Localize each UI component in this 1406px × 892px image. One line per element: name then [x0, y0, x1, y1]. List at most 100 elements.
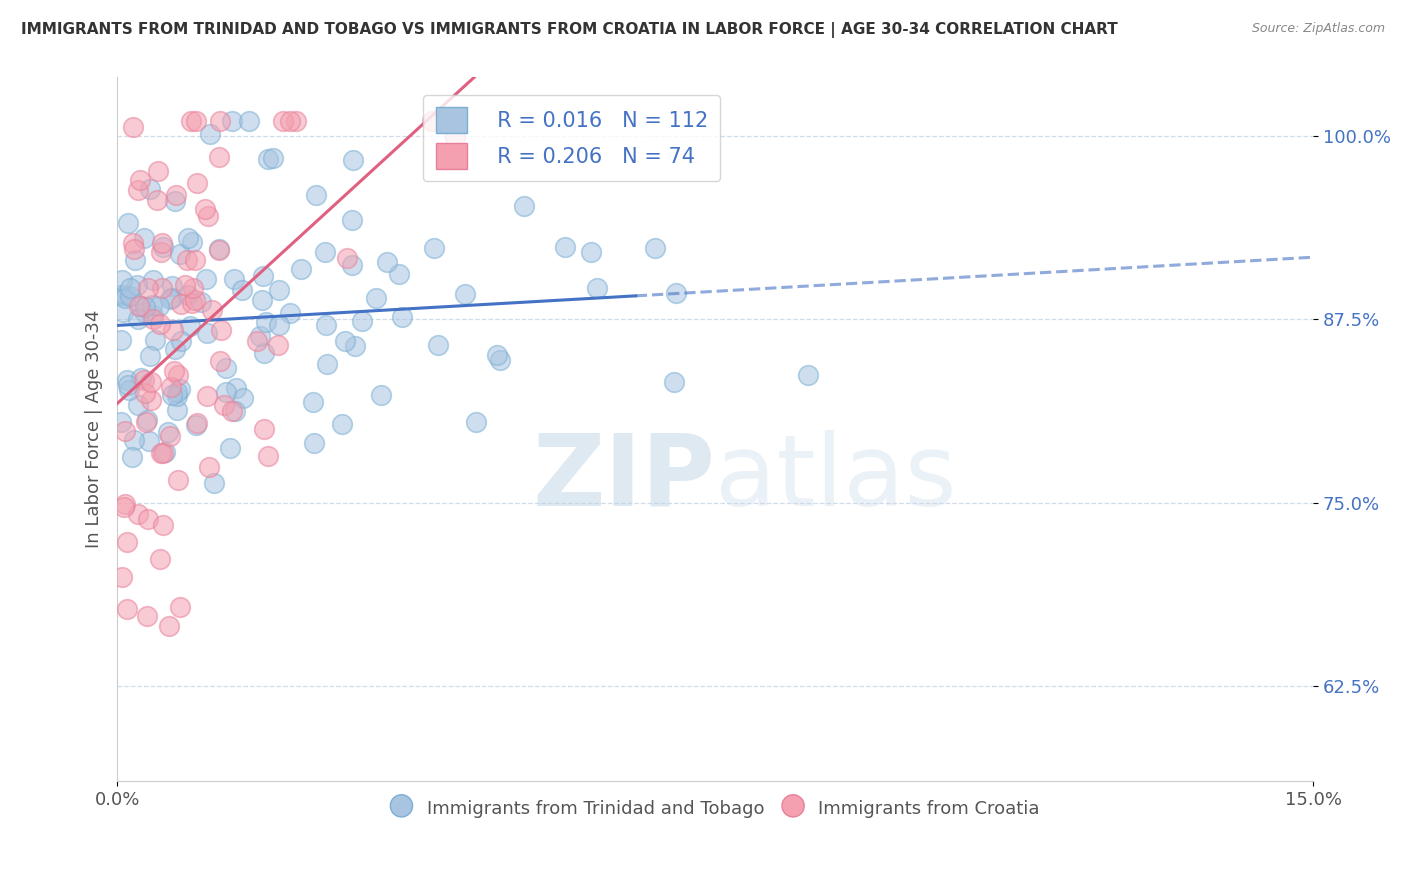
Point	[208, 150, 231, 164]
Point	[238, 114, 260, 128]
Point	[129, 299, 152, 313]
Point	[797, 368, 820, 382]
Point	[284, 114, 307, 128]
Point	[127, 507, 149, 521]
Point	[198, 460, 221, 475]
Point	[131, 371, 153, 385]
Point	[271, 114, 294, 128]
Point	[201, 303, 224, 318]
Point	[152, 240, 174, 254]
Point	[141, 273, 163, 287]
Point	[160, 388, 183, 402]
Point	[160, 380, 183, 394]
Point	[114, 498, 136, 512]
Point	[336, 251, 359, 265]
Point	[170, 334, 193, 348]
Point	[465, 415, 488, 429]
Point	[342, 258, 364, 272]
Point	[202, 475, 225, 490]
Point	[219, 442, 242, 456]
Point	[136, 281, 159, 295]
Point	[136, 511, 159, 525]
Point	[252, 268, 274, 283]
Legend: Immigrants from Trinidad and Tobago, Immigrants from Croatia: Immigrants from Trinidad and Tobago, Imm…	[384, 791, 1047, 825]
Point	[115, 602, 138, 616]
Point	[278, 114, 301, 128]
Point	[454, 286, 477, 301]
Point	[160, 278, 183, 293]
Point	[134, 305, 156, 319]
Point	[184, 293, 207, 307]
Point	[249, 328, 271, 343]
Point	[163, 342, 186, 356]
Point	[149, 552, 172, 566]
Point	[207, 243, 229, 257]
Point	[125, 278, 148, 293]
Point	[554, 240, 576, 254]
Point	[162, 291, 184, 305]
Point	[198, 127, 221, 141]
Point	[266, 338, 288, 352]
Point	[174, 278, 197, 293]
Point	[163, 364, 186, 378]
Text: ZIP: ZIP	[533, 430, 716, 527]
Point	[117, 216, 139, 230]
Point	[139, 392, 162, 407]
Point	[166, 389, 188, 403]
Point	[208, 354, 231, 368]
Point	[156, 425, 179, 440]
Point	[166, 403, 188, 417]
Point	[118, 288, 141, 302]
Point	[136, 413, 159, 427]
Point	[165, 194, 187, 208]
Point	[246, 334, 269, 349]
Point	[181, 280, 204, 294]
Point	[316, 357, 339, 371]
Text: atlas: atlas	[716, 430, 957, 527]
Point	[209, 323, 232, 337]
Point	[146, 163, 169, 178]
Point	[253, 345, 276, 359]
Point	[314, 244, 336, 259]
Point	[195, 272, 218, 286]
Point	[152, 446, 174, 460]
Point	[423, 241, 446, 255]
Point	[150, 281, 173, 295]
Point	[195, 326, 218, 341]
Point	[208, 243, 231, 257]
Point	[127, 183, 149, 197]
Point	[224, 272, 246, 286]
Point	[139, 376, 162, 390]
Point	[302, 436, 325, 450]
Point	[197, 210, 219, 224]
Point	[257, 449, 280, 463]
Point	[127, 312, 149, 326]
Point	[208, 114, 231, 128]
Point	[136, 609, 159, 624]
Point	[159, 618, 181, 632]
Point	[169, 383, 191, 397]
Point	[352, 313, 374, 327]
Point	[165, 188, 187, 202]
Point	[221, 114, 243, 128]
Point	[195, 389, 218, 403]
Point	[150, 446, 173, 460]
Point	[665, 286, 688, 301]
Point	[121, 450, 143, 464]
Point	[215, 360, 238, 375]
Point	[111, 273, 134, 287]
Point	[224, 403, 246, 417]
Point	[254, 315, 277, 329]
Point	[149, 317, 172, 331]
Point	[426, 338, 449, 352]
Point	[166, 368, 188, 383]
Point	[138, 349, 160, 363]
Point	[128, 299, 150, 313]
Point	[257, 152, 280, 166]
Y-axis label: In Labor Force | Age 30-34: In Labor Force | Age 30-34	[86, 310, 103, 549]
Point	[221, 403, 243, 417]
Point	[485, 348, 508, 362]
Point	[513, 199, 536, 213]
Point	[342, 153, 364, 167]
Point	[176, 287, 198, 301]
